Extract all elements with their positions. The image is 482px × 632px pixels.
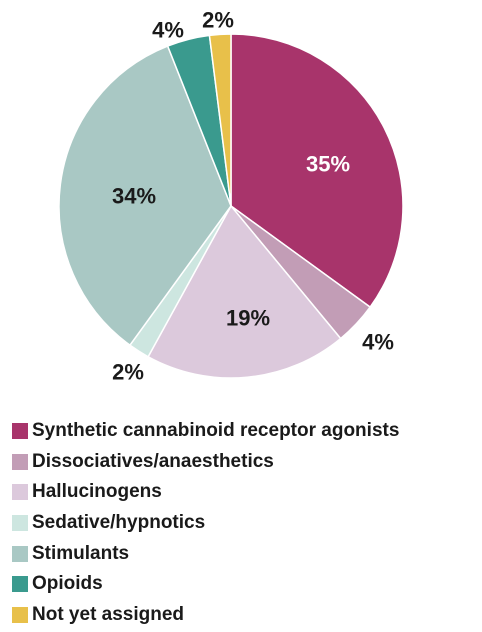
- pie-chart-plot: 35% 4% 19% 2% 34% 4% 2%: [58, 8, 404, 385]
- legend-swatch: [12, 606, 28, 623]
- legend-label: Hallucinogens: [32, 481, 162, 503]
- pie-slice: [58, 45, 232, 347]
- pie-slice-label: 4%: [152, 18, 184, 43]
- legend-item: Stimulants: [12, 538, 399, 569]
- pie-slice: [230, 33, 404, 309]
- legend-swatch: [12, 484, 28, 501]
- legend-swatch: [12, 545, 28, 562]
- legend-label: Dissociatives/anaesthetics: [32, 450, 274, 472]
- legend-item: Hallucinogens: [12, 477, 399, 508]
- pie-slice: [147, 204, 342, 379]
- legend-item: Synthetic cannabinoid receptor agonists: [12, 416, 399, 447]
- legend-label: Stimulants: [32, 542, 130, 564]
- pie-slice-label: 35%: [306, 152, 350, 177]
- pie-slice-label: 19%: [226, 306, 270, 331]
- legend-label: Opioids: [32, 573, 103, 595]
- legend-item: Not yet assigned: [12, 600, 399, 631]
- legend-item: Dissociatives/anaesthetics: [12, 447, 399, 478]
- pie-slices: [58, 33, 404, 379]
- pie-slice: [208, 33, 232, 207]
- pie-slice-label: 2%: [112, 360, 144, 385]
- chart-legend: Synthetic cannabinoid receptor agonists D…: [12, 416, 399, 630]
- pie-slice-label: 34%: [112, 184, 156, 209]
- pie-slice-label: 2%: [202, 8, 234, 33]
- pie-slice-labels: 35% 4% 19% 2% 34% 4% 2%: [112, 8, 394, 385]
- legend-swatch: [12, 453, 28, 470]
- pie-slice-label: 4%: [362, 330, 394, 355]
- legend-label: Sedative/hypnotics: [32, 512, 206, 534]
- legend-item: Sedative/hypnotics: [12, 508, 399, 539]
- legend-swatch: [12, 423, 28, 440]
- legend-item: Opioids: [12, 569, 399, 600]
- legend-swatch: [12, 576, 28, 593]
- legend-label: Not yet assigned: [32, 603, 185, 625]
- legend-label: Synthetic cannabinoid receptor agonists: [32, 420, 400, 442]
- legend-swatch: [12, 515, 28, 532]
